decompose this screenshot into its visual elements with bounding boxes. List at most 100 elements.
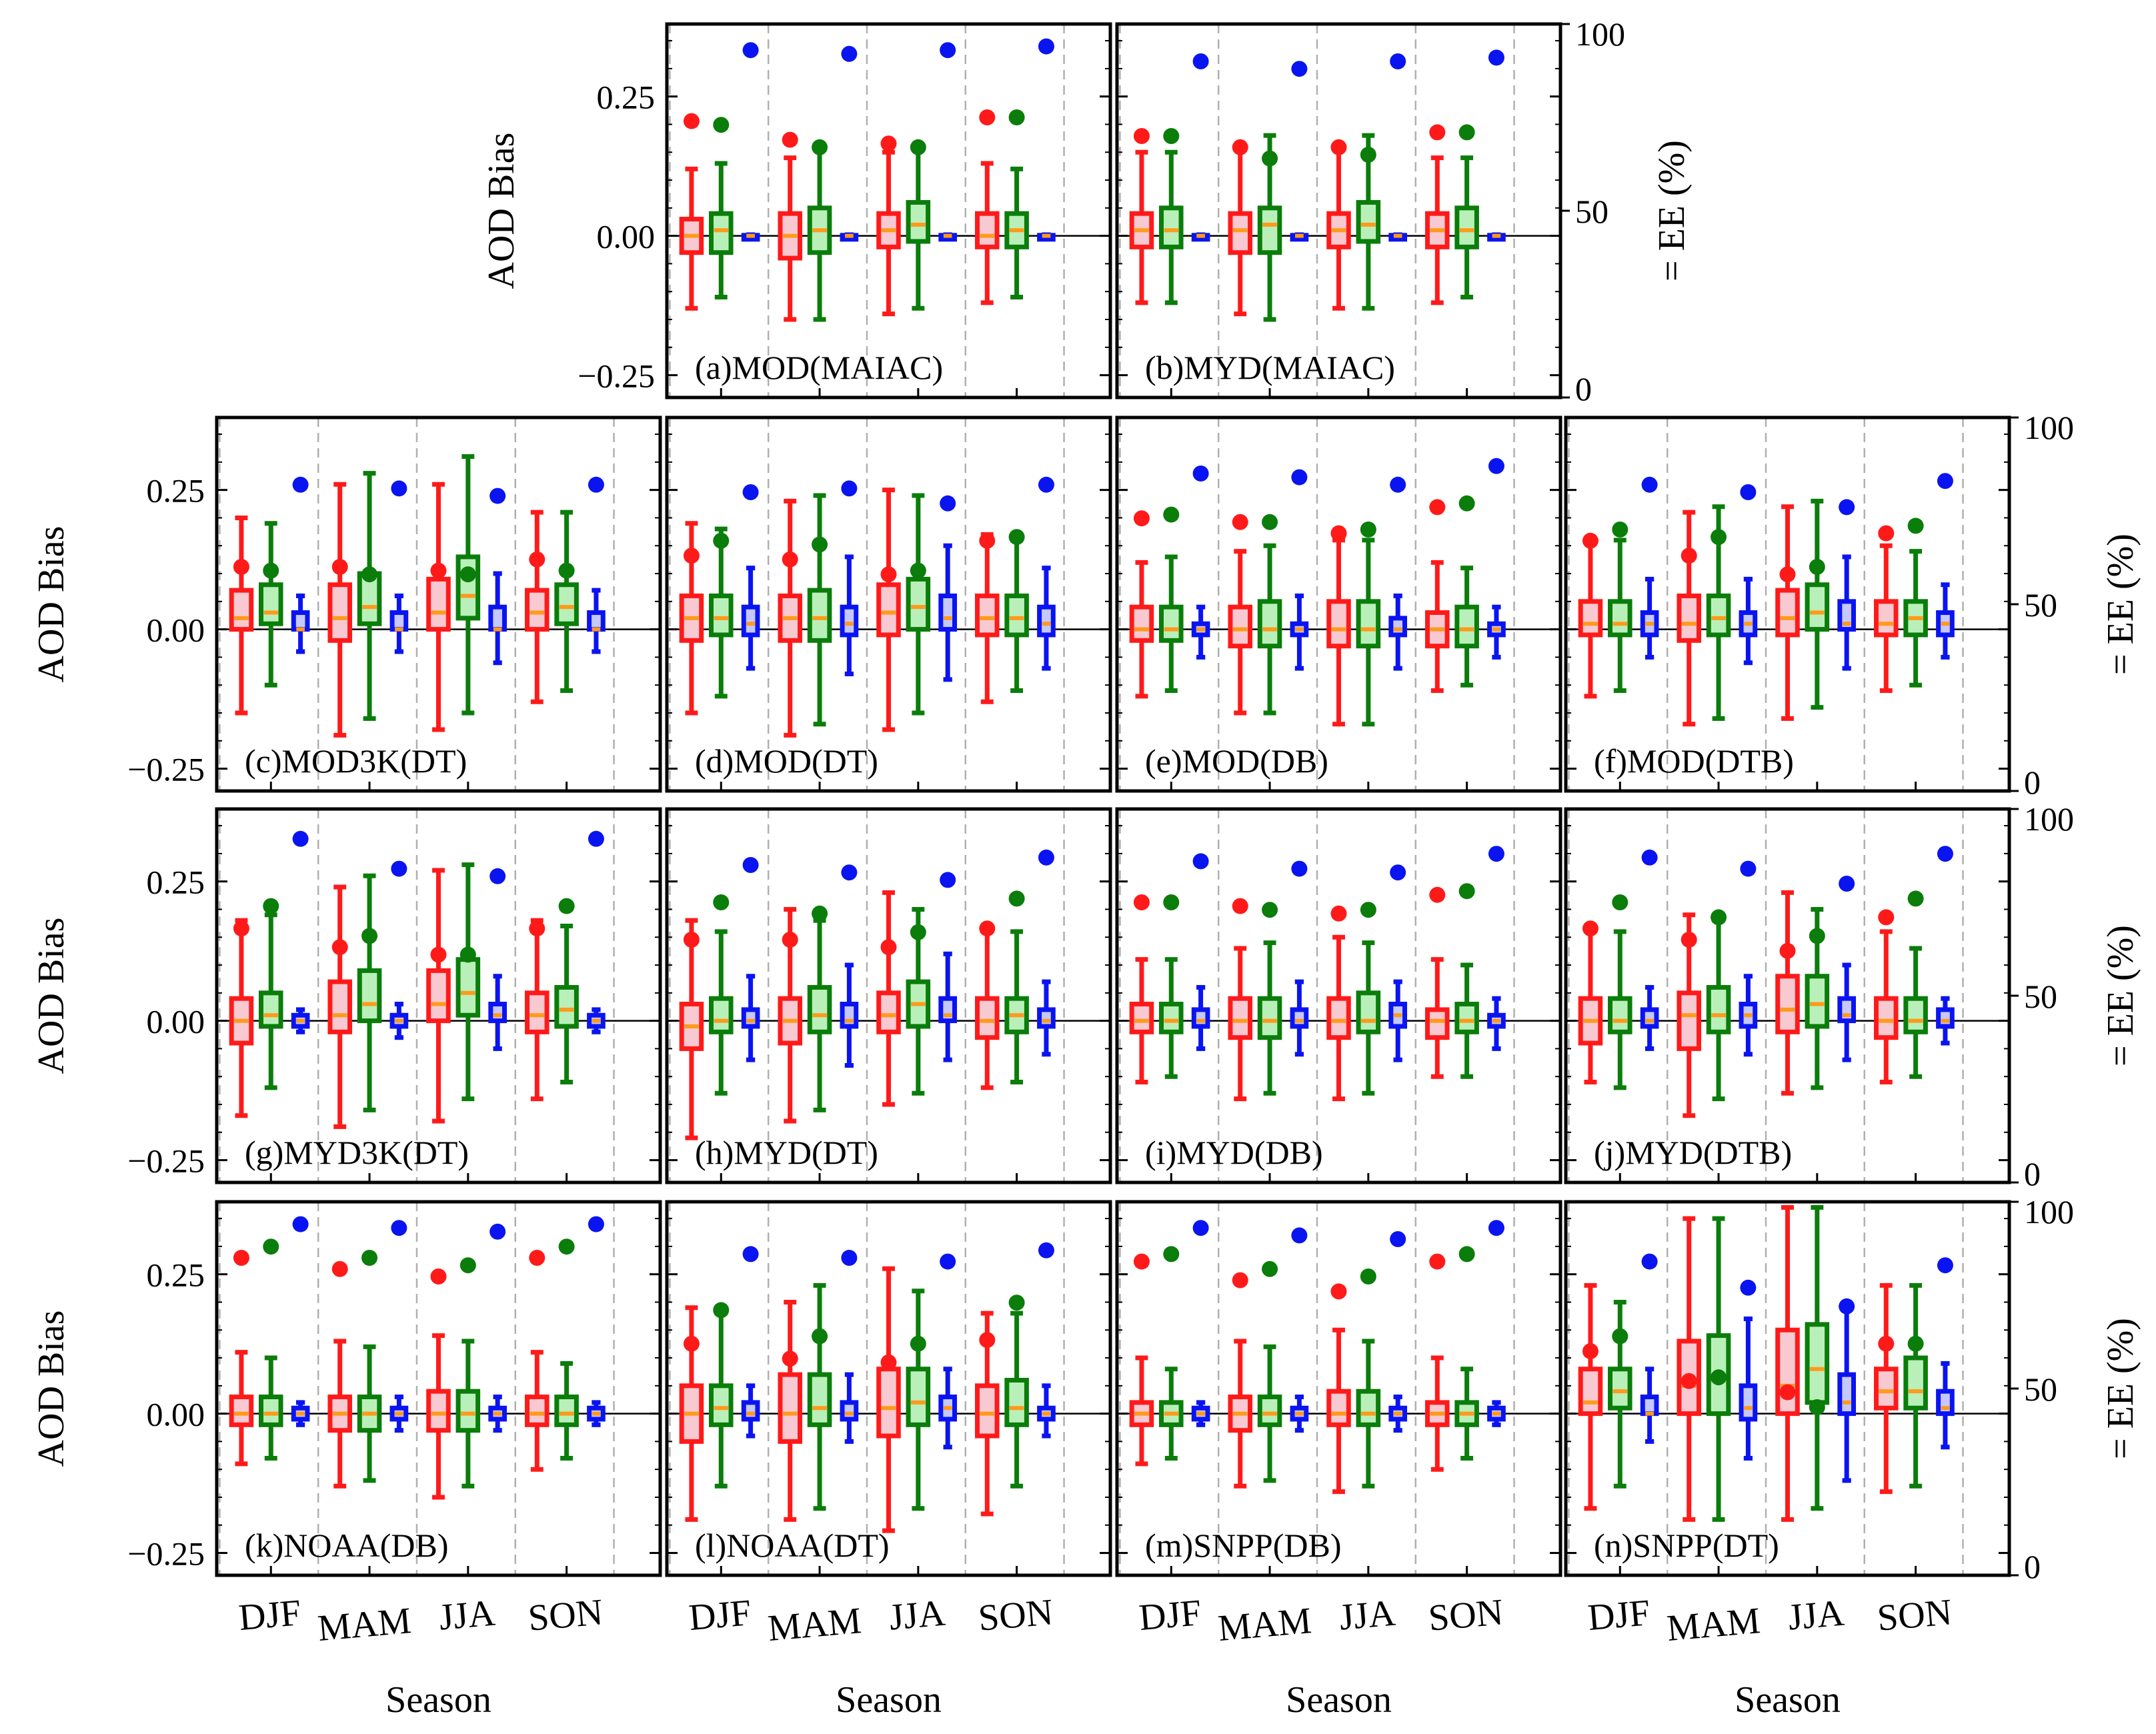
- blue-ee-point: [1740, 484, 1757, 500]
- red-ee-point: [430, 562, 447, 579]
- blue-ee-point: [489, 868, 506, 884]
- panel-0: (a)MOD(MAIAC): [665, 22, 1112, 399]
- red-box: [327, 979, 353, 1034]
- green-ee-point: [1612, 1328, 1629, 1345]
- xtick-label: JJA: [1787, 1592, 1847, 1638]
- red-ee-point: [1232, 139, 1248, 155]
- green-box: [1004, 593, 1029, 638]
- ee-tick-label: 50: [1575, 193, 1608, 230]
- xtick-label: SON: [527, 1591, 605, 1639]
- red-ee-point: [1232, 898, 1248, 914]
- panel-frame: [1115, 415, 1562, 793]
- green-box: [1608, 599, 1633, 638]
- green-ee-point: [1612, 894, 1629, 910]
- green-ee-point: [1809, 559, 1825, 575]
- blue-ee-point: [1291, 61, 1308, 77]
- panel-label: (j)MYD(DTB): [1594, 1134, 1792, 1171]
- blue-ee-point: [1291, 469, 1308, 486]
- blue-ee-point: [841, 480, 858, 497]
- green-ee-point: [1008, 529, 1025, 546]
- red-ee-point: [880, 135, 897, 152]
- green-ee-point: [713, 894, 730, 910]
- red-ee-point: [1582, 532, 1598, 549]
- blue-ee-point: [1038, 476, 1054, 493]
- red-box: [1425, 1007, 1450, 1040]
- red-ee-point: [529, 920, 546, 937]
- ee-axis-label: = EE (%): [2100, 534, 2141, 675]
- green-ee-point: [910, 1335, 926, 1352]
- blue-ee-point: [391, 860, 407, 877]
- blue-ee-point: [588, 476, 604, 493]
- panel-1: (b)MYD(MAIAC): [1115, 22, 1570, 399]
- red-ee-point: [430, 946, 447, 963]
- red-ee-point: [1330, 139, 1347, 155]
- red-box: [1677, 593, 1701, 643]
- blue-ee-point: [1839, 876, 1855, 892]
- ee-tick-label: 100: [1575, 15, 1625, 53]
- y-axis-label: AOD Bias: [31, 526, 72, 683]
- red-box: [426, 968, 451, 1024]
- ytick-label: 0.00: [147, 612, 205, 649]
- blue-box: [840, 1002, 859, 1029]
- green-ee-point: [361, 1250, 378, 1266]
- blue-box: [1640, 1007, 1659, 1029]
- green-ee-point: [1907, 890, 1924, 907]
- ee-tick-label: 0: [2024, 1155, 2041, 1192]
- blue-ee-point: [1488, 846, 1504, 862]
- green-ee-point: [459, 946, 476, 963]
- x-axis-label: Season: [836, 1679, 942, 1721]
- panel-label: (l)NOAA(DT): [695, 1527, 890, 1564]
- green-ee-point: [558, 562, 575, 579]
- blue-ee-point: [1192, 1220, 1209, 1236]
- blue-ee-point: [588, 830, 604, 847]
- blue-box: [1936, 1389, 1955, 1417]
- panel-frame: [665, 22, 1112, 399]
- blue-ee-point: [742, 484, 759, 500]
- green-box: [1356, 1389, 1381, 1427]
- red-ee-point: [1878, 909, 1895, 926]
- green-box: [1805, 974, 1830, 1029]
- green-box: [1805, 1322, 1830, 1405]
- red-box: [1874, 996, 1899, 1040]
- green-box: [807, 588, 832, 643]
- xtick-label: DJF: [1137, 1592, 1202, 1639]
- red-box: [1228, 604, 1253, 649]
- xtick-label: DJF: [687, 1592, 752, 1639]
- blue-ee-point: [292, 1216, 309, 1232]
- green-box: [1159, 1002, 1184, 1034]
- red-ee-point: [979, 1332, 996, 1349]
- green-box: [1159, 205, 1184, 249]
- panel-5: (f)MOD(DTB): [1564, 415, 2019, 793]
- green-box: [1159, 604, 1184, 643]
- blue-ee-point: [1291, 860, 1308, 877]
- ee-axis-label: = EE (%): [1651, 140, 1693, 281]
- blue-ee-point: [1937, 473, 1953, 490]
- panel-label: (e)MOD(DB): [1145, 742, 1328, 780]
- green-ee-point: [713, 532, 730, 549]
- ytick-label: −0.25: [127, 1535, 205, 1573]
- green-ee-point: [1262, 514, 1278, 530]
- green-ee-point: [1809, 1399, 1825, 1415]
- green-ee-point: [1612, 522, 1629, 538]
- green-ee-point: [558, 898, 575, 914]
- red-ee-point: [430, 1268, 447, 1284]
- blue-box: [1936, 1007, 1955, 1029]
- green-box: [709, 1383, 734, 1427]
- blue-ee-point: [1641, 476, 1658, 493]
- x-axis-label: Season: [1286, 1679, 1392, 1721]
- green-ee-point: [1360, 902, 1376, 918]
- ee-tick-label: 50: [2024, 978, 2057, 1015]
- blue-box: [840, 604, 859, 638]
- green-box: [906, 576, 931, 632]
- green-box: [709, 996, 734, 1034]
- red-ee-point: [880, 939, 897, 956]
- green-ee-point: [361, 928, 378, 944]
- blue-ee-point: [841, 45, 858, 62]
- panel-label: (h)MYD(DT): [695, 1134, 878, 1171]
- green-ee-point: [713, 1302, 730, 1319]
- red-ee-point: [1133, 510, 1150, 527]
- blue-ee-point: [940, 872, 956, 888]
- red-ee-point: [979, 109, 996, 125]
- red-ee-point: [1582, 1343, 1598, 1359]
